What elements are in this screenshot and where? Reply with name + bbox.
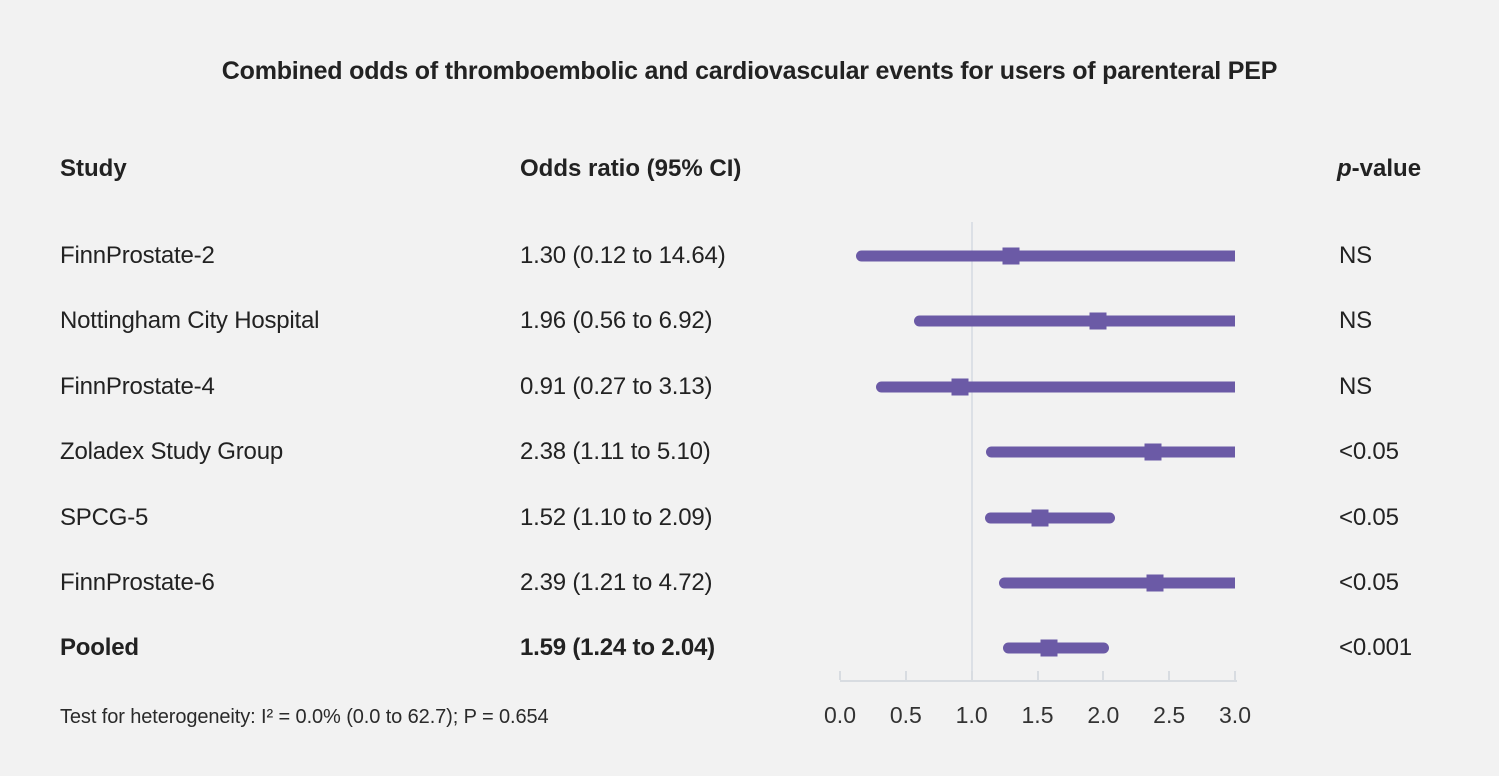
study-label: FinnProstate-4 <box>60 372 215 400</box>
point-estimate-marker <box>951 378 969 396</box>
study-label: Nottingham City Hospital <box>60 307 320 335</box>
x-axis-tick-label: 2.0 <box>1087 702 1120 728</box>
x-axis-tick-label: 2.5 <box>1153 702 1186 728</box>
chart-title: Combined odds of thromboembolic and card… <box>221 57 1278 85</box>
point-estimate-marker <box>1144 443 1162 461</box>
confidence-interval-line <box>913 315 1235 327</box>
p-value-italic-p: p <box>1337 155 1352 182</box>
p-value: NS <box>1339 242 1372 269</box>
p-value: <0.05 <box>1339 569 1399 596</box>
odds-ratio-value: 0.91 (0.27 to 3.13) <box>520 372 713 400</box>
x-axis-tick-label: 0.5 <box>889 702 922 728</box>
odds-ratio-value: 1.52 (1.10 to 2.09) <box>520 503 713 531</box>
point-estimate-marker <box>1089 312 1107 330</box>
odds-ratio-value: 1.59 (1.24 to 2.04) <box>520 634 715 662</box>
x-axis-tick-label: 0.0 <box>824 702 856 728</box>
point-estimate-marker <box>1031 509 1049 527</box>
x-axis-tick <box>839 671 841 680</box>
point-estimate-marker <box>1040 639 1058 657</box>
confidence-interval-line <box>855 250 1235 262</box>
point-estimate-marker <box>1002 247 1020 265</box>
confidence-interval-line <box>986 446 1235 458</box>
x-axis-tick <box>970 671 973 680</box>
x-axis-tick <box>904 671 907 680</box>
odds-ratio-value: 2.39 (1.21 to 4.72) <box>520 569 713 596</box>
odds-ratio-value: 1.30 (0.12 to 14.64) <box>520 242 726 269</box>
study-label: FinnProstate-6 <box>60 569 215 596</box>
confidence-interval-line <box>984 512 1116 524</box>
reference-line <box>970 222 973 681</box>
x-axis-line <box>840 680 1237 682</box>
study-label: FinnProstate-2 <box>60 242 215 269</box>
p-value-rest: -value <box>1351 155 1422 182</box>
study-label: Pooled <box>60 634 139 662</box>
p-value: <0.05 <box>1339 438 1399 466</box>
study-label: SPCG-5 <box>60 503 149 531</box>
study-label: Zoladex Study Group <box>60 438 283 466</box>
odds-ratio-value: 2.38 (1.11 to 5.10) <box>520 438 711 466</box>
x-axis-tick-label: 3.0 <box>1219 702 1251 728</box>
column-header-study: Study <box>60 155 127 182</box>
x-axis-tick-label: 1.0 <box>955 702 988 728</box>
confidence-interval-line <box>875 381 1235 393</box>
column-header-odds-ratio: Odds ratio (95% CI) <box>520 155 742 182</box>
odds-ratio-value: 1.96 (0.56 to 6.92) <box>520 307 713 335</box>
x-axis-tick-label: 1.5 <box>1021 702 1054 728</box>
x-axis-tick <box>1036 671 1039 680</box>
x-axis-tick <box>1168 671 1171 680</box>
p-value: NS <box>1339 307 1372 335</box>
heterogeneity-note: Test for heterogeneity: I² = 0.0% (0.0 t… <box>60 706 549 728</box>
x-axis-tick <box>1102 671 1105 680</box>
p-value: NS <box>1339 372 1372 400</box>
p-value: <0.05 <box>1339 503 1399 531</box>
x-axis-tick <box>1234 671 1236 680</box>
p-value: <0.001 <box>1339 634 1412 662</box>
confidence-interval-line <box>999 577 1235 589</box>
column-header-p-value: p-value <box>1337 155 1421 183</box>
point-estimate-marker <box>1146 574 1164 592</box>
